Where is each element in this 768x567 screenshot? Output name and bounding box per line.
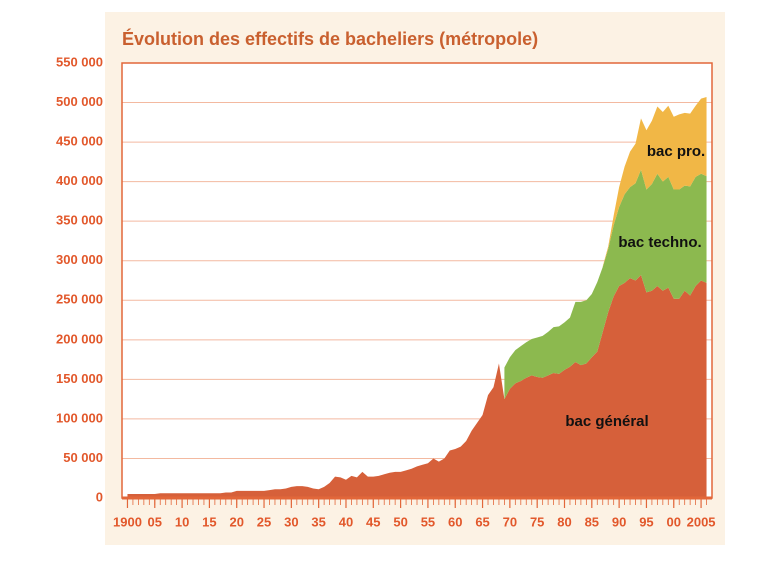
y-tick-label: 500 000 bbox=[56, 94, 103, 109]
x-tick-label: 45 bbox=[366, 514, 380, 529]
chart-title: Évolution des effectifs de bacheliers (m… bbox=[122, 28, 538, 49]
x-tick-label: 00 bbox=[667, 514, 681, 529]
area bbox=[127, 274, 707, 498]
x-tick-label: 70 bbox=[503, 514, 517, 529]
y-tick-label: 550 000 bbox=[56, 54, 103, 69]
x-tick-label: 10 bbox=[175, 514, 189, 529]
series-label: bac général bbox=[565, 413, 648, 430]
y-tick-label: 400 000 bbox=[56, 173, 103, 188]
y-tick-label: 100 000 bbox=[56, 410, 103, 425]
y-tick-label: 150 000 bbox=[56, 371, 103, 386]
x-tick-label: 95 bbox=[639, 514, 653, 529]
x-tick-label: 40 bbox=[339, 514, 353, 529]
x-tick-label: 80 bbox=[557, 514, 571, 529]
x-tick-label: 1900 bbox=[113, 514, 142, 529]
x-tick-label: 90 bbox=[612, 514, 626, 529]
x-tick-label: 15 bbox=[202, 514, 216, 529]
y-tick-label: 300 000 bbox=[56, 252, 103, 267]
x-tick-label: 30 bbox=[284, 514, 298, 529]
series-label: bac techno. bbox=[618, 234, 701, 251]
x-tick-label: 25 bbox=[257, 514, 271, 529]
x-tick-label: 85 bbox=[585, 514, 599, 529]
y-tick-label: 200 000 bbox=[56, 331, 103, 346]
area bbox=[602, 97, 707, 268]
x-tick-label: 55 bbox=[421, 514, 435, 529]
x-tick-label: 75 bbox=[530, 514, 544, 529]
series-label: bac pro. bbox=[647, 143, 705, 160]
y-tick-label: 350 000 bbox=[56, 213, 103, 228]
y-tick-label: 450 000 bbox=[56, 134, 103, 149]
x-tick-label: 20 bbox=[229, 514, 243, 529]
y-tick-label: 0 bbox=[96, 489, 103, 504]
x-tick-label: 2005 bbox=[687, 514, 716, 529]
y-tick-label: 250 000 bbox=[56, 292, 103, 307]
x-tick-label: 60 bbox=[448, 514, 462, 529]
x-tick-label: 35 bbox=[311, 514, 325, 529]
x-tick-label: 65 bbox=[475, 514, 489, 529]
area bbox=[504, 169, 707, 400]
x-tick-label: 50 bbox=[393, 514, 407, 529]
x-tick-label: 05 bbox=[148, 514, 162, 529]
y-tick-label: 50 000 bbox=[63, 450, 103, 465]
